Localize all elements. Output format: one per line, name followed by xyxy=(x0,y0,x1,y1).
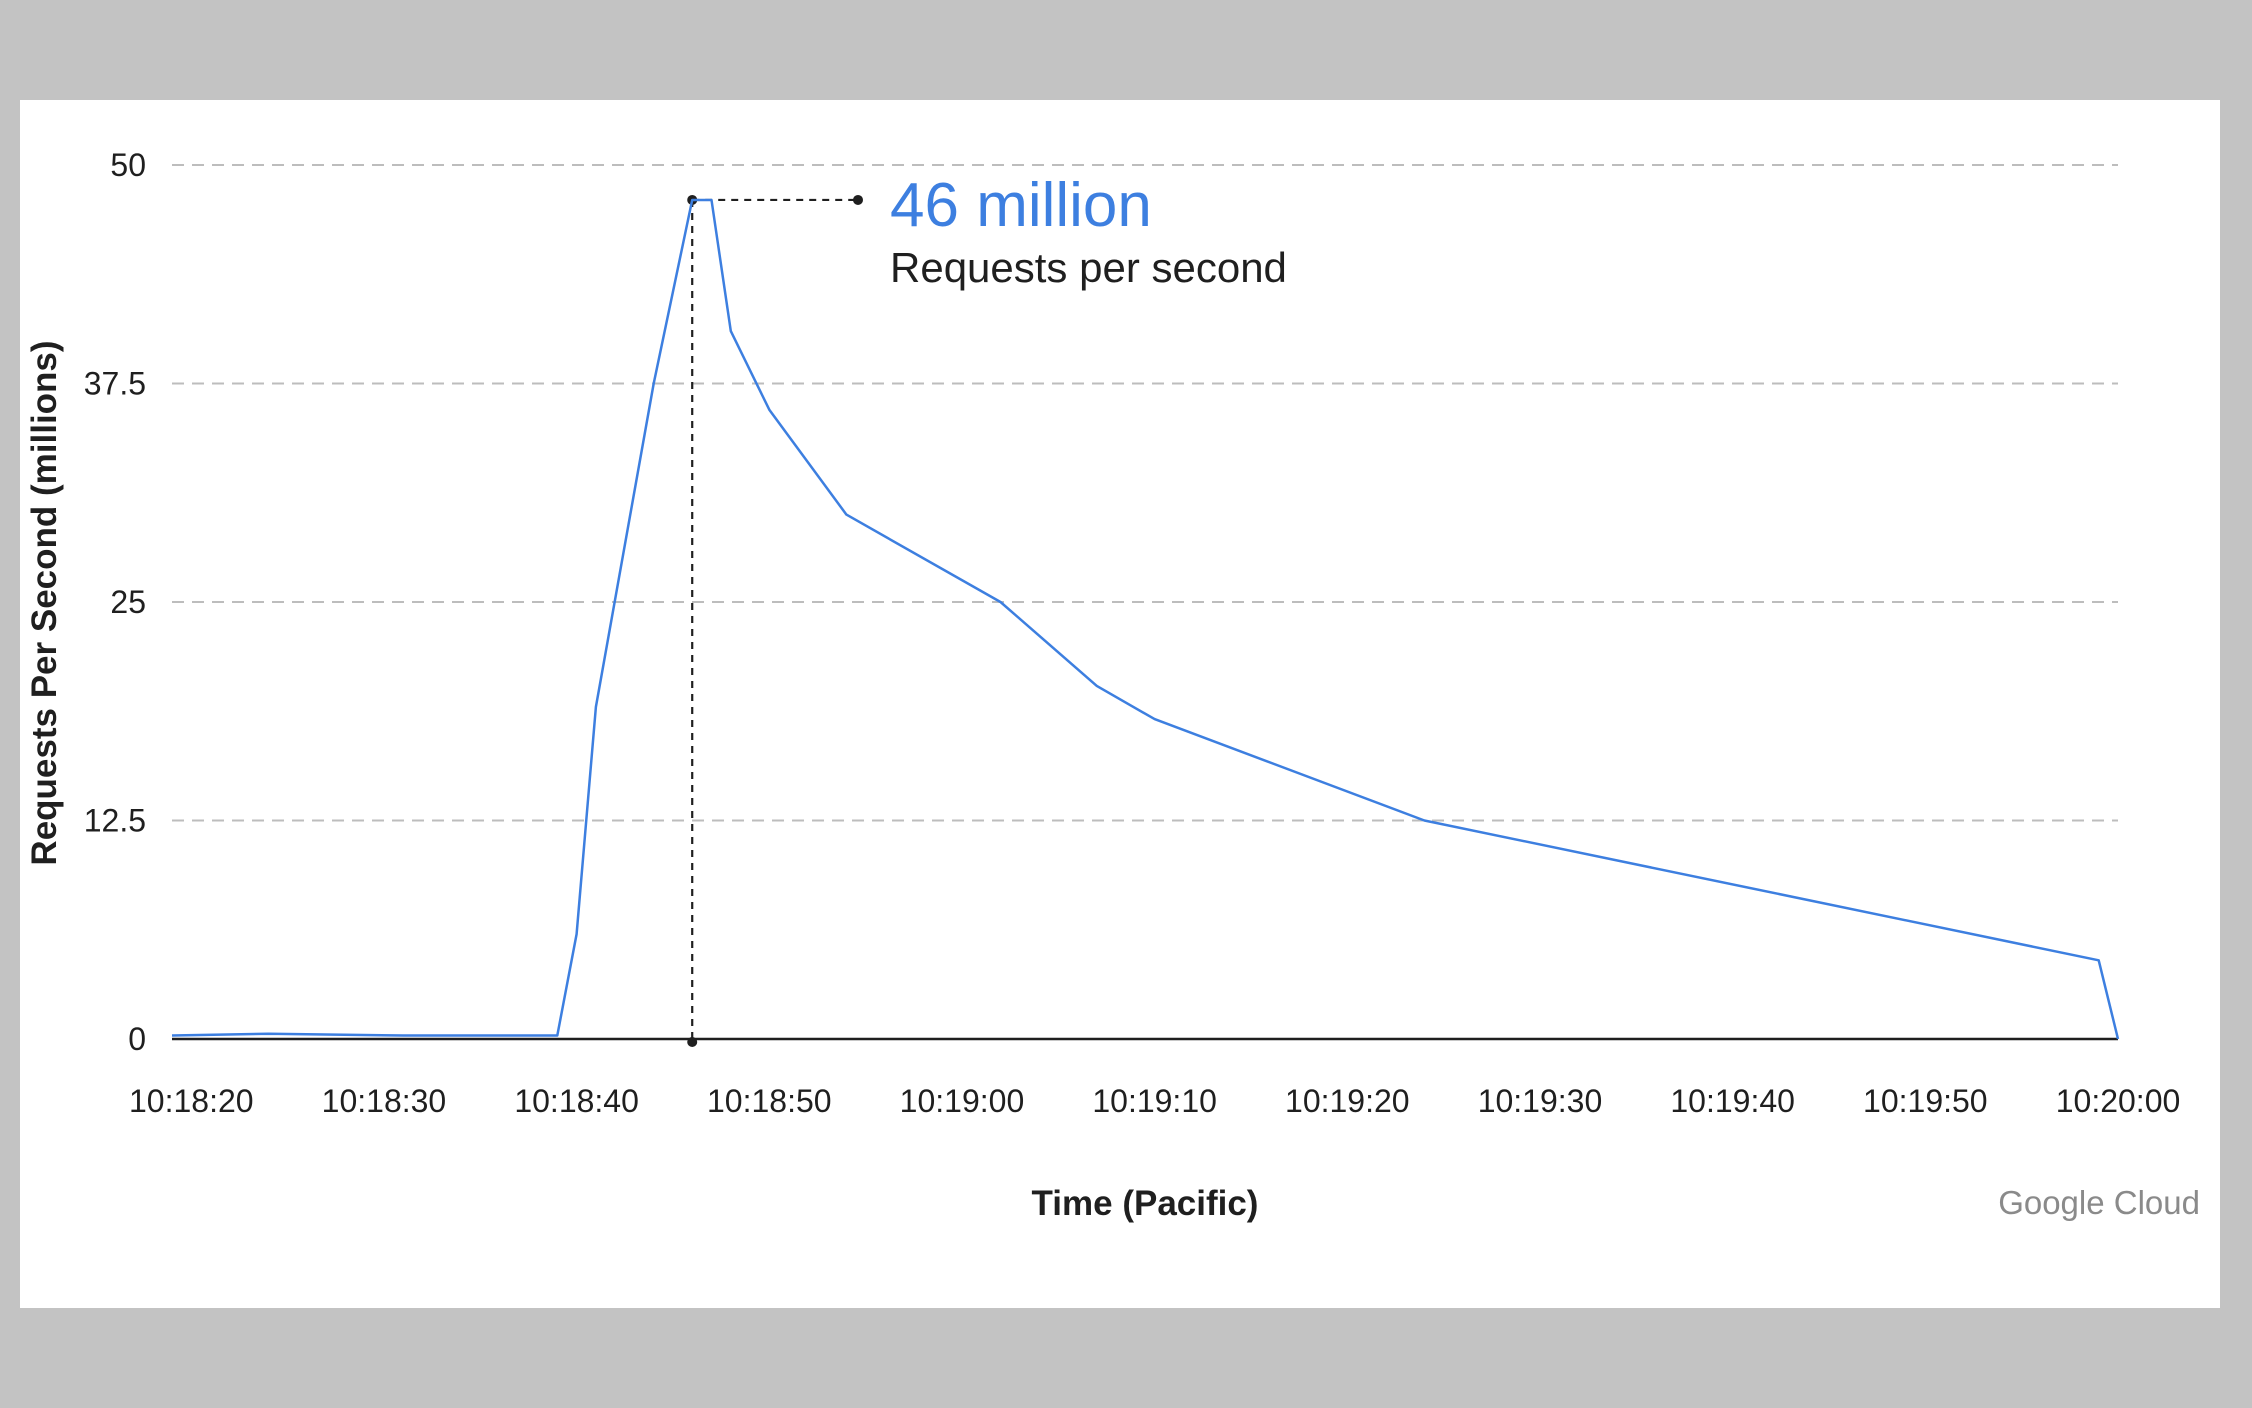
x-tick-label: 10:18:40 xyxy=(514,1083,639,1119)
peak-axis-marker xyxy=(687,1037,698,1047)
chart-card xyxy=(20,100,2220,1308)
gridlines xyxy=(172,164,2118,822)
peak-annotation-value: 46 million xyxy=(890,171,1152,240)
x-tick-label: 10:18:50 xyxy=(707,1083,832,1119)
x-tick-label: 10:18:30 xyxy=(322,1083,447,1119)
y-axis-ticks: 0 12.5 25 37.5 50 xyxy=(84,147,146,1057)
x-tick-label: 10:19:40 xyxy=(1670,1083,1795,1119)
y-tick-label: 12.5 xyxy=(84,803,146,839)
x-tick-label: 10:19:00 xyxy=(900,1083,1025,1119)
x-tick-label: 10:20:00 xyxy=(2056,1083,2181,1119)
y-tick-label: 50 xyxy=(110,147,146,183)
y-axis-title: Requests Per Second (millions) xyxy=(25,340,64,865)
y-tick-label: 0 xyxy=(128,1021,146,1057)
y-tick-label: 25 xyxy=(110,584,146,620)
x-axis-title: Time (Pacific) xyxy=(1032,1184,1259,1223)
google-cloud-logo: Google Cloud xyxy=(1998,1184,2200,1221)
y-tick-label: 37.5 xyxy=(84,366,146,402)
x-tick-label: 10:19:50 xyxy=(1863,1083,1988,1119)
peak-annotation-caption: Requests per second xyxy=(890,244,1287,291)
x-axis-ticks: 10:18:20 10:18:30 10:18:40 10:18:50 10:19:00… xyxy=(129,1083,2180,1119)
x-tick-label: 10:19:30 xyxy=(1478,1083,1603,1119)
x-tick-label: 10:18:20 xyxy=(129,1083,254,1119)
series-line xyxy=(171,198,2120,1040)
peak-leader-end xyxy=(853,194,863,205)
x-tick-label: 10:19:10 xyxy=(1092,1083,1217,1119)
x-tick-label: 10:19:20 xyxy=(1285,1083,1410,1119)
